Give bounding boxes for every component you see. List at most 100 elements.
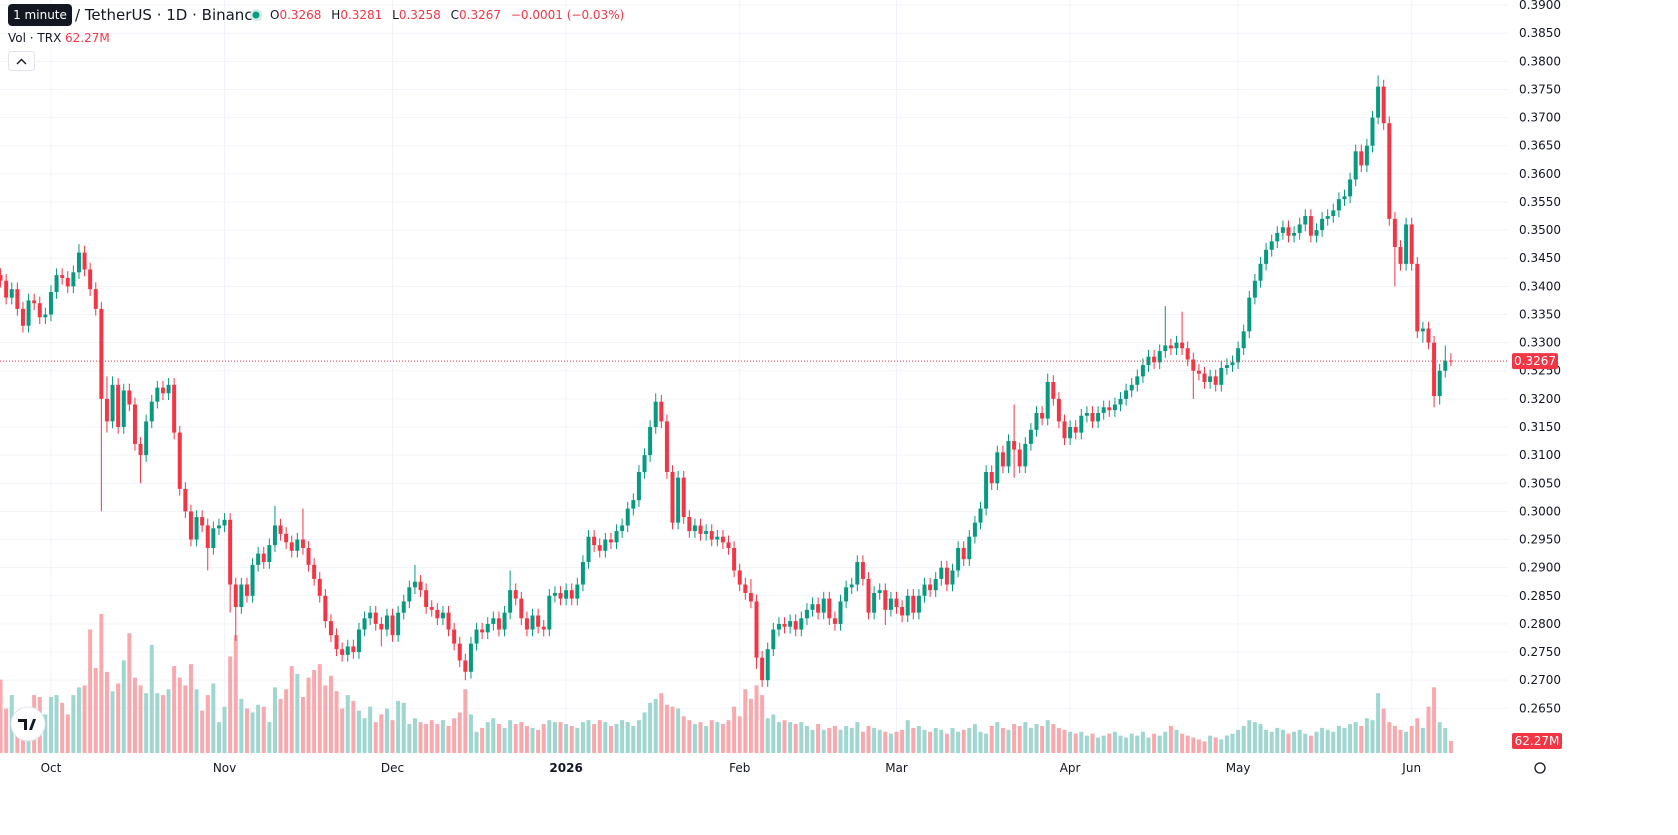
volume-bar xyxy=(272,687,277,753)
candle-body xyxy=(614,531,619,543)
candle-body xyxy=(1118,398,1123,405)
candle-body xyxy=(984,472,989,509)
candle-body xyxy=(1135,376,1140,385)
candle-body xyxy=(1437,370,1442,397)
volume-bar xyxy=(989,725,994,753)
candle-body xyxy=(1258,263,1263,281)
axes: 0.2650 0.2700 0.2750 0.2800 0.2850 0.2900 0.29… xyxy=(0,0,1562,775)
candle-body xyxy=(821,598,826,613)
volume-bar xyxy=(877,729,882,753)
volume-bar xyxy=(1359,725,1364,753)
volume-bar xyxy=(1096,737,1101,753)
candle-body xyxy=(1191,359,1196,371)
ohlc-key: O xyxy=(270,8,279,22)
candle-body xyxy=(278,525,283,534)
volume-bar xyxy=(88,629,93,753)
candle-body xyxy=(1303,216,1308,225)
candle-body xyxy=(312,564,317,579)
candle-body xyxy=(356,629,361,653)
volume-bar xyxy=(552,722,557,753)
volume-bar xyxy=(149,644,154,753)
volume-bar xyxy=(160,695,165,753)
candle-body xyxy=(384,615,389,630)
candle-body xyxy=(1348,179,1353,197)
y-tick-label: 0.3600 xyxy=(1519,167,1561,181)
volume-bar xyxy=(1342,727,1347,753)
y-tick-label: 0.2650 xyxy=(1519,701,1561,715)
volume-bar xyxy=(20,729,25,753)
candle-body xyxy=(1247,297,1252,332)
candle-body xyxy=(1364,145,1369,166)
volume-bar xyxy=(838,729,843,753)
volume-bar xyxy=(1068,731,1073,753)
volume-bar xyxy=(782,720,787,753)
candle-body xyxy=(894,598,899,608)
volume-bar xyxy=(1320,727,1325,753)
candle-body xyxy=(211,528,216,548)
volume-bar xyxy=(429,720,434,753)
candle-body xyxy=(424,590,429,608)
volume-bar xyxy=(82,685,87,753)
volume-bar xyxy=(222,706,227,753)
y-tick-label: 0.3100 xyxy=(1519,448,1561,462)
y-tick-label: 0.2750 xyxy=(1519,645,1561,659)
y-tick-label: 0.3500 xyxy=(1519,223,1561,237)
volume-bar xyxy=(323,685,328,753)
y-tick-label: 0.3550 xyxy=(1519,195,1561,209)
y-tick-label: 0.3700 xyxy=(1519,111,1561,125)
candle-body xyxy=(222,519,227,526)
tooltip-box xyxy=(8,4,72,26)
candle-body xyxy=(1219,367,1224,385)
logo-badge[interactable] xyxy=(10,706,46,742)
candle-body xyxy=(625,508,630,526)
settings-icon[interactable] xyxy=(1534,762,1546,774)
candle-body xyxy=(1420,328,1425,332)
volume-bar xyxy=(1398,729,1403,753)
volume-bar xyxy=(793,724,798,753)
volume-bar xyxy=(944,733,949,753)
volume-bar xyxy=(1191,737,1196,753)
candle-body xyxy=(737,570,742,585)
candle-body xyxy=(1280,227,1285,233)
tooltip: 1 minute xyxy=(13,8,67,22)
volume-bar xyxy=(967,727,972,753)
candle-body xyxy=(1146,356,1151,366)
candle-body xyxy=(1090,412,1095,422)
candle-body xyxy=(978,508,983,523)
volume-bar xyxy=(491,718,496,753)
candle-body xyxy=(1264,249,1269,264)
candle-body xyxy=(608,539,613,543)
volume-bar xyxy=(804,725,809,753)
volume-bar xyxy=(580,722,585,753)
candle-body xyxy=(267,545,272,563)
candle-body xyxy=(1292,232,1297,236)
candle-body xyxy=(950,570,955,585)
candle-body xyxy=(0,275,3,281)
volume-bar xyxy=(15,724,20,753)
y-tick-label: 0.3450 xyxy=(1519,251,1561,265)
candle-body xyxy=(1286,227,1291,236)
candle-body xyxy=(373,612,378,624)
candle-body xyxy=(816,604,821,613)
candle-body xyxy=(121,390,126,428)
candle-body xyxy=(1068,427,1073,439)
candle-body xyxy=(793,621,798,630)
candle-body xyxy=(1370,117,1375,146)
y-tick-label: 0.3050 xyxy=(1519,476,1561,490)
candle-body xyxy=(552,592,557,596)
y-tick-label: 0.3900 xyxy=(1519,0,1561,12)
status-dot xyxy=(252,11,260,19)
y-tick-label: 0.3400 xyxy=(1519,279,1561,293)
candle-body xyxy=(653,401,658,428)
volume-bar xyxy=(737,716,742,753)
candle-body xyxy=(166,384,171,394)
candle-body xyxy=(877,590,882,593)
volume-bar xyxy=(872,727,877,753)
volume-bar xyxy=(1437,722,1442,753)
collapse-button[interactable] xyxy=(8,51,35,71)
volume-bar xyxy=(261,706,266,753)
volume-bar xyxy=(732,706,737,753)
volume-bar xyxy=(950,727,955,753)
volume-bar xyxy=(334,691,339,753)
candle-body xyxy=(883,590,888,610)
